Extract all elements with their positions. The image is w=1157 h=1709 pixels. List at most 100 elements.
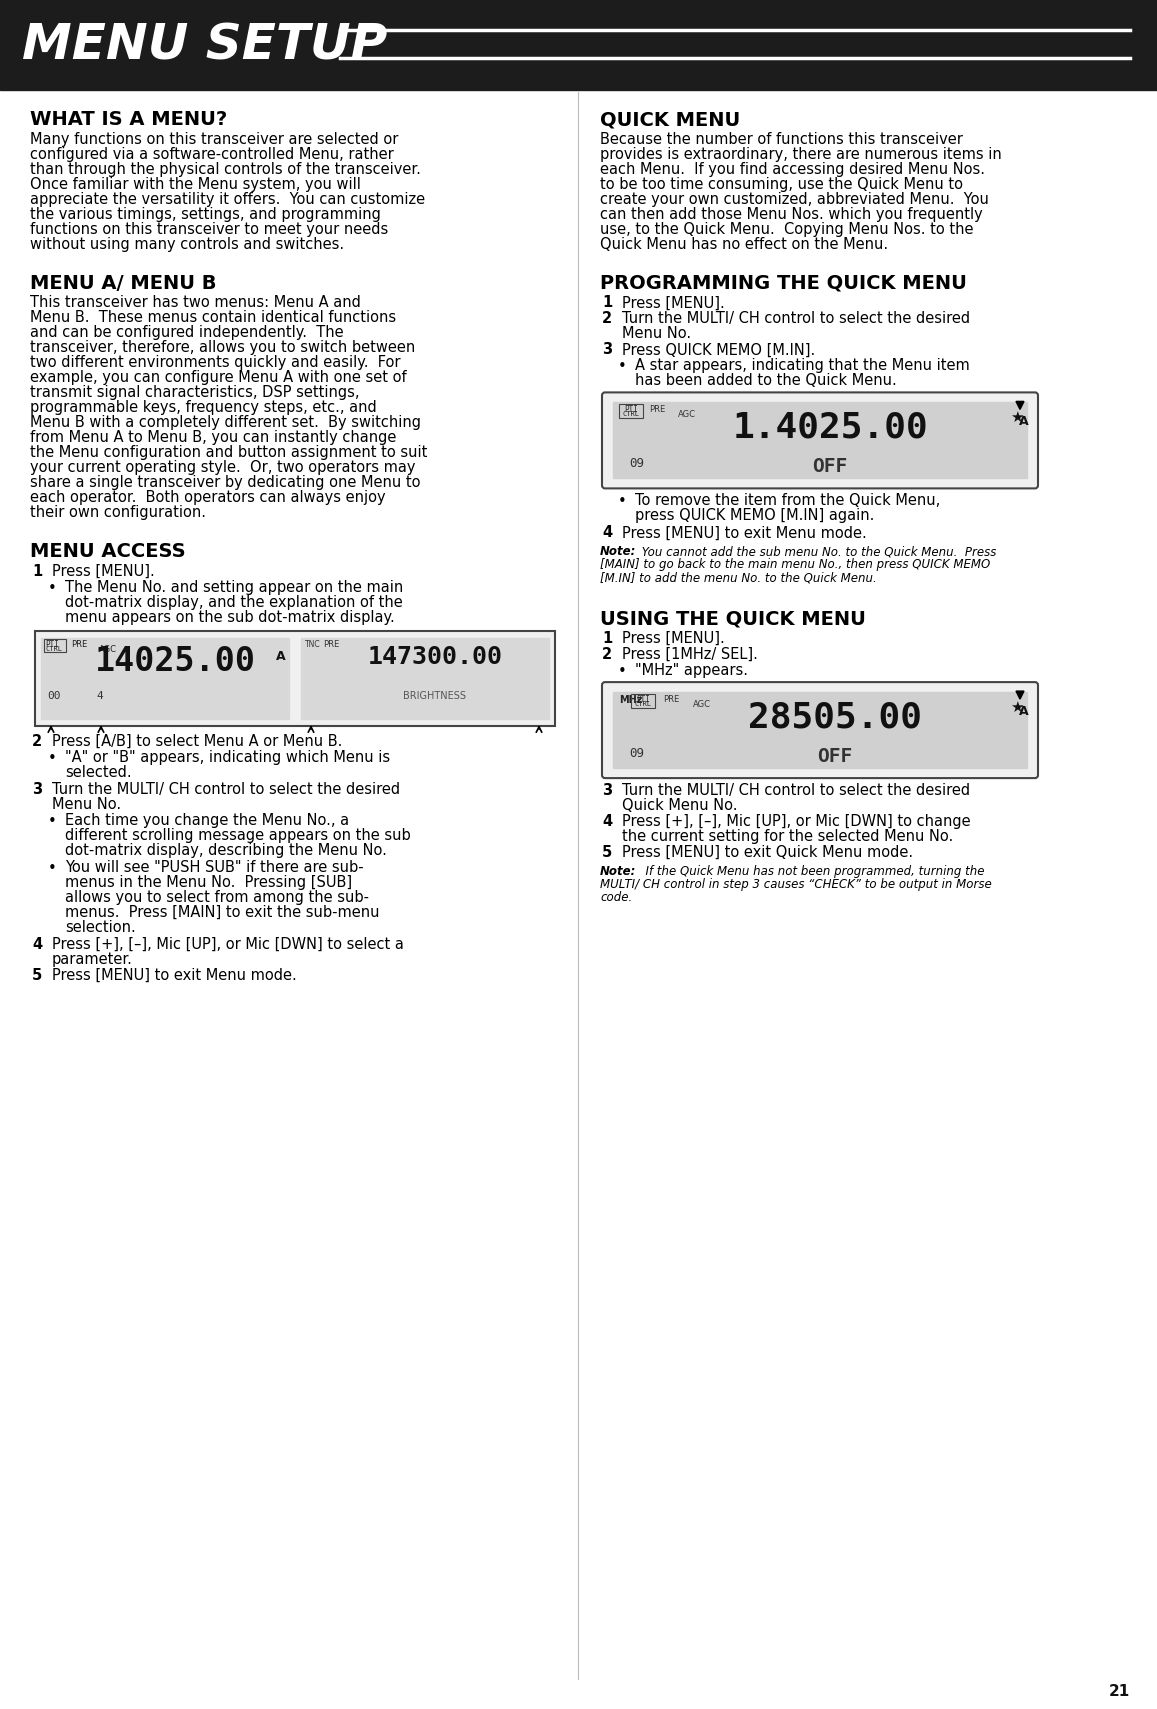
Text: You will see "PUSH SUB" if there are sub-: You will see "PUSH SUB" if there are sub… — [65, 860, 363, 875]
Bar — [0, 0, 1157, 91]
Text: without using many controls and switches.: without using many controls and switches… — [30, 238, 344, 251]
Text: CTRL: CTRL — [45, 646, 62, 653]
Text: Press QUICK MEMO [M.IN].: Press QUICK MEMO [M.IN]. — [622, 342, 816, 357]
Text: CTRL: CTRL — [634, 701, 651, 708]
Text: Note:: Note: — [600, 545, 636, 559]
Text: menu appears on the sub dot-matrix display.: menu appears on the sub dot-matrix displ… — [65, 610, 395, 625]
Text: the current setting for the selected Menu No.: the current setting for the selected Men… — [622, 829, 953, 844]
Text: ★: ★ — [1010, 701, 1024, 714]
Text: Turn the MULTI/ CH control to select the desired: Turn the MULTI/ CH control to select the… — [622, 783, 970, 798]
Text: menus.  Press [MAIN] to exit the sub-menu: menus. Press [MAIN] to exit the sub-menu — [65, 906, 379, 919]
Text: than through the physical controls of the transceiver.: than through the physical controls of th… — [30, 162, 421, 176]
Text: Quick Menu No.: Quick Menu No. — [622, 798, 737, 813]
Text: code.: code. — [600, 890, 632, 904]
Text: press QUICK MEMO [M.IN] again.: press QUICK MEMO [M.IN] again. — [635, 508, 875, 523]
Text: ★: ★ — [1010, 410, 1024, 426]
Bar — [35, 631, 555, 726]
Text: Press [A/B] to select Menu A or Menu B.: Press [A/B] to select Menu A or Menu B. — [52, 735, 342, 749]
Text: Menu No.: Menu No. — [622, 326, 691, 342]
Text: Press [MENU] to exit Quick Menu mode.: Press [MENU] to exit Quick Menu mode. — [622, 844, 913, 860]
Text: 28505.00: 28505.00 — [747, 701, 922, 735]
Text: PRE: PRE — [323, 641, 339, 649]
Text: 3: 3 — [32, 783, 42, 796]
Text: PRE: PRE — [649, 405, 665, 414]
Polygon shape — [1016, 402, 1024, 410]
Text: 3: 3 — [602, 783, 612, 798]
Text: •: • — [47, 581, 57, 596]
Text: 147300.00: 147300.00 — [368, 644, 502, 670]
Text: 2: 2 — [32, 735, 42, 749]
Text: Press [+], [–], Mic [UP], or Mic [DWN] to select a: Press [+], [–], Mic [UP], or Mic [DWN] t… — [52, 937, 404, 952]
Text: your current operating style.  Or, two operators may: your current operating style. Or, two op… — [30, 460, 415, 475]
Text: 2: 2 — [602, 648, 612, 661]
Text: •: • — [47, 750, 57, 766]
Text: MENU SETUP: MENU SETUP — [22, 21, 388, 68]
Text: programmable keys, frequency steps, etc., and: programmable keys, frequency steps, etc.… — [30, 400, 377, 415]
Text: Turn the MULTI/ CH control to select the desired: Turn the MULTI/ CH control to select the… — [622, 311, 970, 326]
Text: The Menu No. and setting appear on the main: The Menu No. and setting appear on the m… — [65, 579, 404, 595]
Text: the Menu configuration and button assignment to suit: the Menu configuration and button assign… — [30, 446, 427, 460]
Text: can then add those Menu Nos. which you frequently: can then add those Menu Nos. which you f… — [600, 207, 982, 222]
Text: Press [MENU].: Press [MENU]. — [622, 296, 724, 311]
Text: appreciate the versatility it offers.  You can customize: appreciate the versatility it offers. Yo… — [30, 191, 425, 207]
Text: dot-matrix display, describing the Menu No.: dot-matrix display, describing the Menu … — [65, 843, 386, 858]
Text: from Menu A to Menu B, you can instantly change: from Menu A to Menu B, you can instantly… — [30, 431, 397, 446]
Text: provides is extraordinary, there are numerous items in: provides is extraordinary, there are num… — [600, 147, 1002, 162]
Text: OFF: OFF — [817, 747, 853, 766]
Text: AGC: AGC — [100, 644, 117, 655]
Text: parameter.: parameter. — [52, 952, 133, 967]
Text: PTI: PTI — [636, 696, 650, 704]
FancyBboxPatch shape — [602, 393, 1038, 489]
Text: This transceiver has two menus: Menu A and: This transceiver has two menus: Menu A a… — [30, 296, 361, 311]
Text: •: • — [618, 494, 627, 509]
Text: BRIGHTNESS: BRIGHTNESS — [404, 690, 466, 701]
Text: A star appears, indicating that the Menu item: A star appears, indicating that the Menu… — [635, 359, 970, 373]
Text: "MHz" appears.: "MHz" appears. — [635, 663, 747, 678]
Bar — [35, 631, 555, 726]
Text: has been added to the Quick Menu.: has been added to the Quick Menu. — [635, 373, 897, 388]
Text: 4: 4 — [602, 813, 612, 829]
Bar — [619, 405, 643, 419]
Text: 1.4025.00: 1.4025.00 — [732, 410, 928, 444]
Text: configured via a software-controlled Menu, rather: configured via a software-controlled Men… — [30, 147, 393, 162]
Text: MENU A/ MENU B: MENU A/ MENU B — [30, 273, 216, 292]
Text: two different environments quickly and easily.  For: two different environments quickly and e… — [30, 355, 400, 371]
Text: each operator.  Both operators can always enjoy: each operator. Both operators can always… — [30, 490, 385, 506]
Text: 4: 4 — [32, 937, 42, 952]
Text: Menu No.: Menu No. — [52, 796, 121, 812]
Text: Press [MENU].: Press [MENU]. — [52, 564, 155, 579]
Text: 21: 21 — [1108, 1683, 1130, 1699]
Text: USING THE QUICK MENU: USING THE QUICK MENU — [600, 610, 865, 629]
Bar — [44, 639, 66, 653]
Text: the various timings, settings, and programming: the various timings, settings, and progr… — [30, 207, 381, 222]
Text: If the Quick Menu has not been programmed, turning the: If the Quick Menu has not been programme… — [638, 865, 985, 878]
Text: 1: 1 — [602, 631, 612, 646]
Text: 00: 00 — [47, 690, 60, 701]
Text: A: A — [1019, 706, 1029, 718]
Text: 09: 09 — [629, 747, 644, 761]
Text: and can be configured independently.  The: and can be configured independently. The — [30, 325, 344, 340]
Text: 5: 5 — [602, 844, 612, 860]
Text: You cannot add the sub menu No. to the Quick Menu.  Press: You cannot add the sub menu No. to the Q… — [638, 545, 996, 559]
Text: AGC: AGC — [693, 701, 712, 709]
Text: MULTI/ CH control in step 3 causes “CHECK” to be output in Morse: MULTI/ CH control in step 3 causes “CHEC… — [600, 878, 992, 890]
Text: Press [MENU] to exit Menu mode.: Press [MENU] to exit Menu mode. — [52, 967, 296, 983]
Text: 2: 2 — [602, 311, 612, 326]
Text: allows you to select from among the sub-: allows you to select from among the sub- — [65, 890, 369, 906]
Text: CTRL: CTRL — [622, 412, 640, 417]
Text: Press [MENU] to exit Menu mode.: Press [MENU] to exit Menu mode. — [622, 525, 867, 540]
Bar — [40, 637, 289, 719]
Text: their own configuration.: their own configuration. — [30, 506, 206, 521]
Text: 4: 4 — [96, 690, 103, 701]
Text: WHAT IS A MENU?: WHAT IS A MENU? — [30, 109, 227, 128]
Text: 5: 5 — [32, 967, 43, 983]
Text: transmit signal characteristics, DSP settings,: transmit signal characteristics, DSP set… — [30, 386, 360, 400]
Text: Each time you change the Menu No., a: Each time you change the Menu No., a — [65, 813, 349, 829]
Text: TNC: TNC — [305, 641, 320, 649]
Text: [M.IN] to add the menu No. to the Quick Menu.: [M.IN] to add the menu No. to the Quick … — [600, 571, 877, 584]
Text: transceiver, therefore, allows you to switch between: transceiver, therefore, allows you to sw… — [30, 340, 415, 355]
Text: Quick Menu has no effect on the Menu.: Quick Menu has no effect on the Menu. — [600, 238, 889, 251]
Text: functions on this transceiver to meet your needs: functions on this transceiver to meet yo… — [30, 222, 389, 238]
Text: share a single transceiver by dedicating one Menu to: share a single transceiver by dedicating… — [30, 475, 420, 490]
Text: To remove the item from the Quick Menu,: To remove the item from the Quick Menu, — [635, 494, 941, 508]
